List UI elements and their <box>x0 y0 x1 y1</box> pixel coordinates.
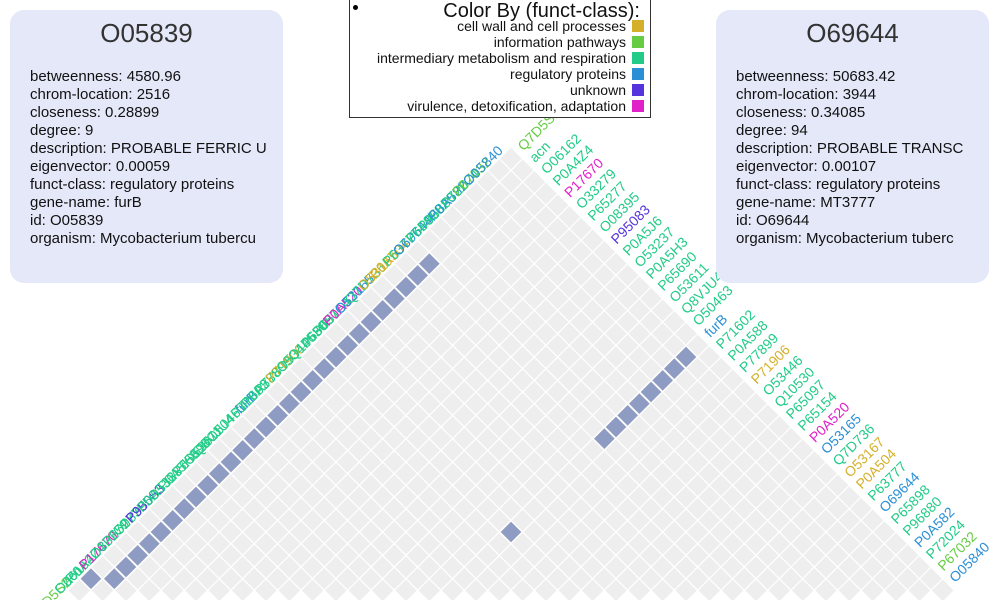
legend-label: unknown <box>569 82 626 98</box>
card-attribute: closeness: 0.28899 <box>30 104 160 121</box>
link-cell <box>104 568 125 589</box>
legend: Color By (funct-class): cell wall and ce… <box>349 0 651 118</box>
card-attributes: betweenness: 4580.96 chrom-location: 2516… <box>30 68 273 248</box>
legend-swatch <box>632 36 644 48</box>
legend-swatch <box>632 68 644 80</box>
legend-label: cell wall and cell processes <box>457 18 626 34</box>
card-attribute: chrom-location: 3944 <box>736 86 877 103</box>
link-cell <box>500 521 522 543</box>
card-attribute: degree: 9 <box>30 122 94 139</box>
legend-label: regulatory proteins <box>510 66 626 82</box>
card-attributes: betweenness: 50683.42 chrom-location: 394… <box>736 68 979 248</box>
card-attribute: description: PROBABLE FERRIC U <box>30 140 267 157</box>
legend-label: information pathways <box>493 34 626 50</box>
matrix-grid <box>66 146 956 600</box>
card-attribute: eigenvector: 0.00059 <box>30 158 171 175</box>
legend-label: intermediary metabolism and respiration <box>377 50 626 66</box>
legend-swatch <box>632 100 644 112</box>
legend-handle <box>353 5 358 10</box>
card-attribute: id: O05839 <box>30 212 104 229</box>
legend-item: regulatory proteins <box>510 66 644 82</box>
legend-item: cell wall and cell processes <box>457 18 644 34</box>
card-attribute: closeness: 0.34085 <box>736 104 866 121</box>
card-attribute: chrom-location: 2516 <box>30 86 171 103</box>
card-title: O05839 <box>100 18 193 48</box>
legend-swatch <box>632 52 644 64</box>
card-attribute: betweenness: 4580.96 <box>30 68 181 85</box>
node-card: O69644 betweenness: 50683.42 chrom-locatio… <box>716 10 989 283</box>
legend-label: virulence, detoxification, adaptation <box>407 98 626 114</box>
link-cell <box>80 568 102 589</box>
card-attribute: id: O69644 <box>736 212 810 229</box>
card-attribute: funct-class: regulatory proteins <box>736 176 941 193</box>
card-attribute: organism: Mycobacterium tubercu <box>30 230 256 247</box>
legend-item: virulence, detoxification, adaptation <box>407 98 644 114</box>
card-attribute: gene-name: furB <box>30 194 142 211</box>
legend-item: unknown <box>570 82 644 98</box>
legend-item: information pathways <box>494 34 644 50</box>
card-attribute: betweenness: 50683.42 <box>736 68 896 85</box>
matrix-cell <box>930 577 956 600</box>
legend-item: intermediary metabolism and respiration <box>377 50 644 66</box>
card-attribute: degree: 94 <box>736 122 808 139</box>
card-attribute: funct-class: regulatory proteins <box>30 176 235 193</box>
legend-title: Color By (funct-class): <box>443 0 640 22</box>
card-attribute: gene-name: MT3777 <box>736 194 876 211</box>
link-cell <box>209 463 230 484</box>
legend-swatch <box>632 20 644 32</box>
card-title: O69644 <box>806 18 899 48</box>
node-card: O05839 betweenness: 4580.96 chrom-location… <box>10 10 283 283</box>
card-attribute: organism: Mycobacterium tuberc <box>736 230 954 247</box>
link-cell <box>395 276 417 298</box>
card-attribute: eigenvector: 0.00107 <box>736 158 877 175</box>
legend-swatch <box>632 84 644 96</box>
card-attribute: description: PROBABLE TRANSC <box>736 140 964 157</box>
